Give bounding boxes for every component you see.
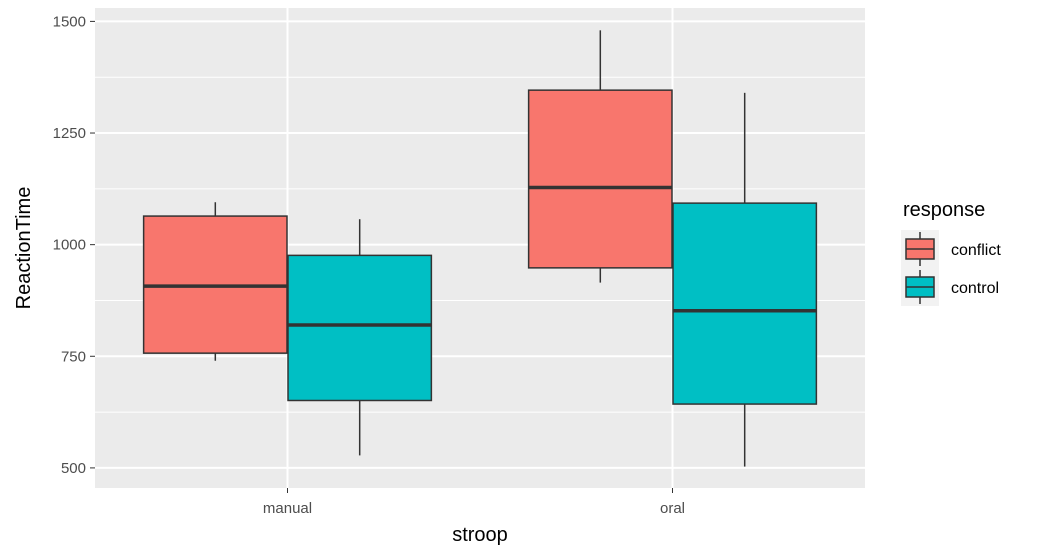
box-control-oral bbox=[672, 92, 818, 467]
box-iqr bbox=[672, 202, 818, 405]
y-tick-label: 750 bbox=[61, 348, 86, 365]
y-tick-label: 1500 bbox=[53, 13, 86, 30]
box-conflict-manual bbox=[142, 202, 288, 361]
y-tick-label: 1250 bbox=[53, 125, 86, 142]
x-axis-title: stroop bbox=[452, 524, 508, 546]
legend-label: control bbox=[951, 280, 999, 297]
y-tick-label: 500 bbox=[61, 460, 86, 477]
legend: response conflict control bbox=[901, 199, 1001, 306]
legend-key-control bbox=[901, 268, 939, 306]
legend-title: response bbox=[903, 199, 985, 221]
box-iqr bbox=[527, 89, 673, 269]
box-conflict-oral bbox=[527, 30, 673, 283]
y-axis-title: ReactionTime bbox=[13, 187, 35, 310]
box-iqr bbox=[287, 254, 433, 402]
legend-key-conflict bbox=[901, 230, 939, 268]
x-axis: manual oral bbox=[263, 488, 685, 517]
box-series bbox=[142, 30, 818, 467]
box-control-manual bbox=[287, 219, 433, 456]
x-tick-label: oral bbox=[660, 500, 685, 517]
y-tick-label: 1000 bbox=[53, 237, 86, 254]
legend-label: conflict bbox=[951, 242, 1001, 259]
x-tick-label: manual bbox=[263, 500, 312, 517]
y-axis: 500 750 1000 1250 1500 bbox=[53, 13, 95, 477]
